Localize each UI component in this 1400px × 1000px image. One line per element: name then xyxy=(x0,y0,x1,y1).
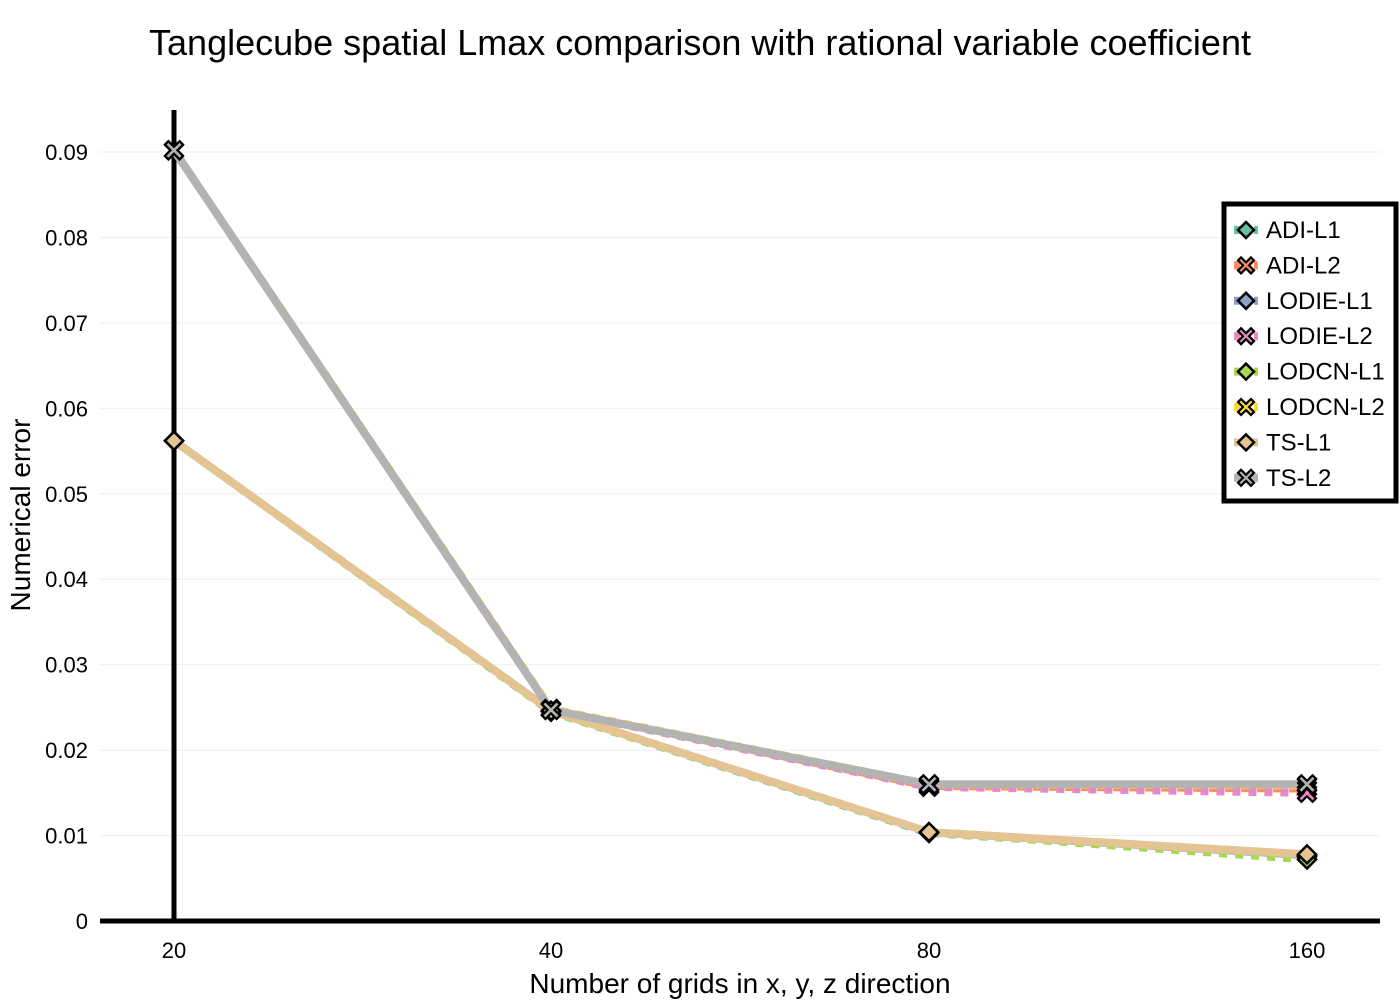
legend-label: LODCN-L2 xyxy=(1266,394,1385,421)
y-tick-label: 0.01 xyxy=(45,824,88,849)
series-line-adi-l1 xyxy=(171,437,1308,861)
legend-marker-x xyxy=(1236,255,1256,275)
y-tick-label: 0.02 xyxy=(45,738,88,763)
legend-marker-diamond xyxy=(1236,220,1256,240)
legend-label: ADI-L1 xyxy=(1266,217,1341,244)
grid-lines xyxy=(100,151,1380,837)
legend-marker-diamond xyxy=(1236,361,1256,382)
legend-item-lodcn-l2: LODCN-L2 xyxy=(1234,394,1385,421)
legend-marker-x xyxy=(1236,468,1256,488)
series-line-ts-l1 xyxy=(171,437,1308,859)
x-axis-title: Number of grids in x, y, z direction xyxy=(529,968,950,999)
series-line-lodie-l2 xyxy=(170,148,1308,797)
data-point-ts-l1 xyxy=(918,821,940,843)
data-point-ts-l2 xyxy=(1296,773,1318,795)
legend-item-ts-l2: TS-L2 xyxy=(1234,465,1331,492)
y-axis-title: Numerical error xyxy=(5,419,36,612)
legend-label: TS-L1 xyxy=(1266,429,1331,456)
data-point-ts-l1 xyxy=(1296,843,1318,866)
y-tick-label: 0.08 xyxy=(45,225,88,250)
y-tick-label: 0.06 xyxy=(45,396,88,421)
series-markers xyxy=(163,139,1318,871)
data-point-ts-l2 xyxy=(163,139,185,161)
legend-item-lodie-l1: LODIE-L1 xyxy=(1234,288,1373,315)
x-tick-label: 40 xyxy=(539,938,563,963)
legend-marker-diamond xyxy=(1236,291,1256,311)
data-point-ts-l1 xyxy=(163,430,185,452)
y-tick-label: 0.04 xyxy=(45,567,88,592)
chart-title: Tanglecube spatial Lmax comparison with … xyxy=(149,22,1251,63)
legend-item-ts-l1: TS-L1 xyxy=(1234,429,1331,456)
legend-item-lodcn-l1: LODCN-L1 xyxy=(1234,359,1385,386)
data-point-ts-l2 xyxy=(918,773,940,795)
legend-item-adi-l1: ADI-L1 xyxy=(1234,217,1341,244)
y-tick-label: 0.03 xyxy=(45,653,88,678)
legend-label: LODIE-L1 xyxy=(1266,288,1373,315)
series-lines xyxy=(170,148,1308,864)
series-line-ts-l2 xyxy=(170,148,1307,789)
series-line-adi-l2 xyxy=(170,148,1308,793)
y-tick-label: 0.09 xyxy=(45,140,88,165)
series-line-lodcn-l2 xyxy=(170,148,1308,790)
legend-label: LODIE-L2 xyxy=(1266,323,1373,350)
legend-marker-x xyxy=(1236,397,1256,417)
legend-item-adi-l2: ADI-L2 xyxy=(1234,252,1341,279)
x-tick-label: 20 xyxy=(162,938,186,963)
legend-marker-diamond xyxy=(1236,432,1256,453)
legend-label: ADI-L2 xyxy=(1266,252,1341,279)
legend-label: LODCN-L1 xyxy=(1266,359,1385,386)
tick-labels: 0 0.01 0.02 0.03 0.04 0.05 0.06 0.07 0.08 0.09 20 4… xyxy=(45,140,1325,963)
y-tick-label: 0.07 xyxy=(45,311,88,336)
y-tick-label: 0.05 xyxy=(45,482,88,507)
legend-marker-x xyxy=(1236,326,1256,346)
axes xyxy=(100,110,1380,924)
series-line-lodcn-l1 xyxy=(171,437,1308,864)
legend-box xyxy=(1221,201,1399,504)
data-point-ts-l2 xyxy=(540,699,562,721)
x-tick-label: 80 xyxy=(917,938,941,963)
x-tick-label: 160 xyxy=(1289,938,1326,963)
legend: ADI-L1 ADI-L2 LODIE-L1 LODIE-L2 LODCN-L1 LODC… xyxy=(1221,201,1399,504)
legend-item-lodie-l2: LODIE-L2 xyxy=(1234,323,1373,350)
y-tick-label: 0 xyxy=(76,909,88,934)
legend-label: TS-L2 xyxy=(1266,465,1331,492)
